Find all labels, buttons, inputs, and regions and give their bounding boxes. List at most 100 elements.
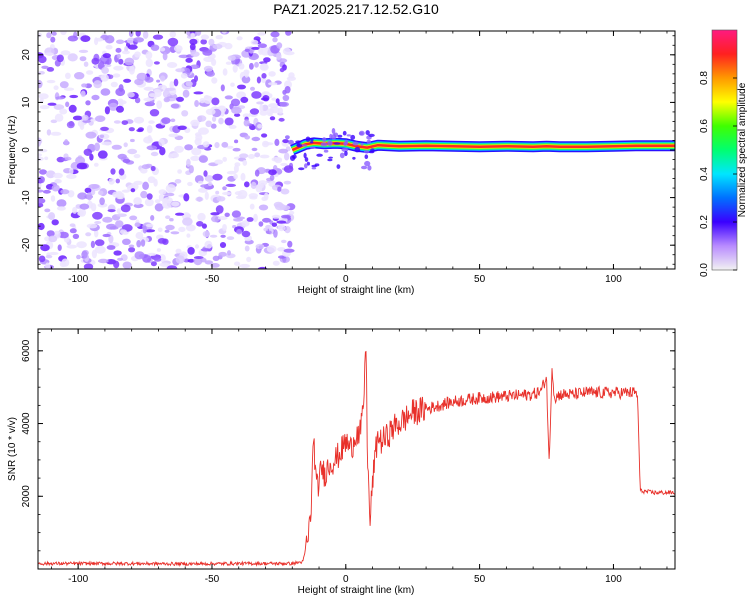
noise-blob (244, 245, 250, 252)
noise-blob (231, 106, 242, 115)
noise-blob (256, 76, 261, 84)
noise-blob (108, 102, 119, 111)
noise-blob (91, 94, 100, 101)
noise-blob (143, 136, 153, 144)
noise-blob (209, 234, 218, 238)
noise-blob (204, 240, 213, 249)
noise-blob (242, 113, 251, 118)
noise-blob (266, 245, 277, 253)
transition-blob (320, 142, 328, 147)
transition-blob (364, 160, 371, 167)
noise-blob (39, 169, 47, 175)
noise-blob (116, 105, 124, 113)
noise-blob (227, 250, 231, 256)
noise-blob (108, 234, 114, 244)
noise-blob (171, 201, 180, 207)
noise-blob (185, 224, 196, 232)
noise-blob (112, 73, 121, 78)
spectrogram-x-tick-label: -100 (68, 274, 88, 285)
noise-blob (45, 262, 51, 269)
noise-blob (282, 47, 291, 55)
noise-blob (277, 186, 282, 192)
noise-blob (190, 119, 200, 127)
noise-blob (251, 91, 262, 99)
noise-blob (127, 44, 138, 50)
transition-blob (301, 144, 308, 147)
noise-blob (66, 121, 75, 129)
noise-blob (278, 148, 289, 154)
noise-blob (220, 234, 226, 238)
noise-blob (46, 79, 56, 84)
noise-blob (38, 176, 45, 184)
noise-blob (254, 152, 261, 158)
noise-blob (165, 215, 171, 219)
noise-blob (206, 71, 216, 77)
noise-blob (278, 107, 283, 114)
noise-blob (102, 216, 113, 223)
noise-blob (237, 84, 246, 90)
noise-blob (165, 184, 176, 193)
noise-blob (276, 220, 287, 224)
noise-blob (56, 54, 64, 63)
noise-blob (254, 61, 259, 68)
noise-blob (38, 32, 43, 38)
noise-blob (200, 248, 212, 252)
noise-blob (45, 254, 53, 259)
noise-blob (140, 190, 148, 199)
noise-blob (53, 85, 59, 90)
noise-blob (261, 73, 267, 79)
noise-blob (222, 224, 227, 232)
noise-blob (244, 48, 250, 52)
noise-blob (176, 96, 184, 102)
transition-blob (306, 161, 310, 166)
noise-blob (153, 257, 162, 262)
noise-blob (202, 49, 213, 56)
transition-blob (344, 139, 349, 145)
noise-blob (194, 100, 200, 107)
colorbar-ticks: 0.0 0.2 0.4 0.6 0.8 (699, 71, 737, 277)
noise-blob (227, 55, 236, 61)
spectrogram-x-tick-label: 50 (474, 274, 486, 285)
noise-blob (85, 131, 97, 139)
noise-blob (81, 114, 89, 121)
noise-blob (225, 61, 232, 65)
noise-blob (241, 230, 251, 238)
noise-blob (289, 210, 295, 215)
spectrogram-y-tick-label: 20 (21, 49, 32, 61)
noise-blob (261, 196, 268, 201)
transition-blob (365, 130, 370, 136)
noise-blob (187, 181, 193, 187)
noise-region (38, 31, 296, 269)
noise-blob (156, 100, 163, 109)
noise-blob (182, 217, 193, 226)
noise-blob (262, 217, 271, 223)
noise-blob (145, 58, 153, 68)
noise-blob (230, 82, 235, 87)
colorbar-tick-label: 0.2 (699, 215, 710, 229)
noise-blob (111, 144, 122, 150)
noise-blob (159, 147, 166, 156)
noise-blob (105, 44, 113, 50)
noise-blob (38, 93, 49, 100)
noise-blob (54, 179, 62, 184)
noise-blob (210, 123, 217, 129)
figure-title: PAZ1.2025.217.12.52.G10 (273, 1, 439, 17)
noise-blob (149, 109, 160, 117)
noise-blob (165, 192, 175, 197)
noise-blob (140, 167, 148, 174)
noise-blob (250, 86, 255, 91)
noise-blob (77, 210, 84, 216)
noise-blob (152, 34, 164, 40)
snr-ticks: -100 -50 0 50 100 2000 4000 6000 (21, 329, 675, 585)
snr-x-tick-label: 50 (474, 574, 486, 585)
snr-y-tick-label: 6000 (21, 339, 32, 362)
noise-blob (170, 118, 176, 123)
noise-blob (133, 180, 143, 185)
noise-blob (94, 229, 99, 238)
noise-blob (102, 233, 111, 238)
noise-blob (136, 240, 142, 248)
noise-blob (191, 147, 202, 156)
noise-blob (102, 53, 111, 59)
noise-blob (268, 71, 276, 77)
